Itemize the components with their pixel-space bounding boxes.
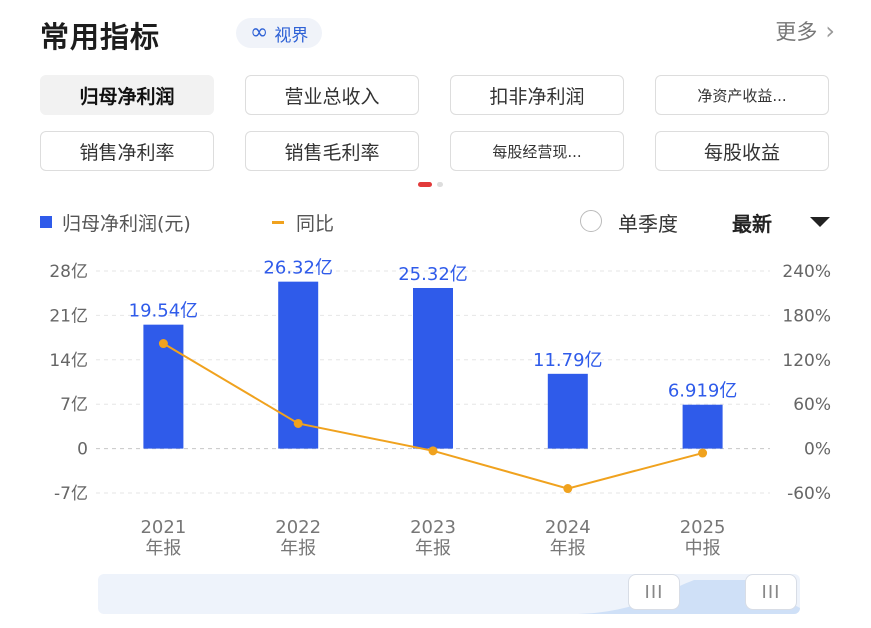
badge-label: 视界 — [274, 25, 309, 46]
latest-dropdown[interactable]: 最新 — [732, 212, 772, 236]
chevron-right-icon: › — [825, 17, 835, 45]
x-tick-year: 2024 — [545, 517, 591, 538]
right-tick-label: 0% — [804, 440, 831, 460]
page-dot — [437, 182, 443, 187]
yoy-point — [698, 448, 708, 458]
bar-value-label: 26.32亿 — [263, 258, 333, 279]
x-tick-year: 2022 — [275, 517, 321, 538]
tab-eps[interactable]: 每股收益 — [655, 131, 829, 171]
caret-down-icon[interactable] — [810, 217, 830, 227]
vision-badge[interactable]: ∞ 视界 — [236, 18, 323, 48]
yoy-point — [158, 339, 168, 349]
legend-bar-swatch — [40, 216, 52, 228]
x-tick-year: 2023 — [410, 517, 456, 538]
right-tick-label: -60% — [787, 484, 831, 504]
left-tick-label: -7亿 — [54, 484, 88, 504]
x-tick-period: 年报 — [415, 538, 451, 559]
bar-value-label: 25.32亿 — [398, 264, 468, 285]
x-tick-year: 2021 — [140, 517, 186, 538]
right-tick-label: 180% — [782, 306, 831, 326]
legend-line-label: 同比 — [296, 213, 335, 235]
chart-legend: 归母净利润(元) 同比 单季度 最新 — [40, 208, 835, 238]
right-tick-label: 60% — [793, 395, 831, 415]
section-title: 常用指标 — [40, 20, 161, 54]
right-tick-label: 240% — [782, 262, 831, 282]
more-label: 更多 — [775, 20, 818, 44]
yoy-point — [293, 418, 303, 428]
x-tick-year: 2025 — [680, 517, 726, 538]
bar — [682, 404, 723, 449]
left-tick-label: 21亿 — [49, 306, 88, 326]
bar — [413, 287, 453, 449]
slider-left-handle[interactable]: III — [628, 574, 680, 610]
range-slider-track[interactable] — [98, 574, 800, 614]
tab-net-profit[interactable]: 归母净利润 — [40, 75, 214, 115]
tab-deducted-net-profit[interactable]: 扣非净利润 — [450, 75, 624, 115]
single-quarter-radio[interactable] — [580, 210, 602, 232]
infinity-icon: ∞ — [250, 20, 269, 45]
left-tick-label: 7亿 — [60, 395, 88, 415]
tab-roe[interactable]: 净资产收益... — [655, 75, 829, 115]
single-quarter-label[interactable]: 单季度 — [618, 212, 678, 236]
x-tick-period: 中报 — [685, 538, 721, 559]
left-tick-label: 14亿 — [49, 351, 88, 371]
tab-operating-cashflow-per-share[interactable]: 每股经营现... — [450, 131, 624, 171]
x-tick-period: 年报 — [280, 538, 316, 559]
bar — [547, 373, 588, 449]
yoy-point — [563, 484, 573, 494]
x-tick-period: 年报 — [550, 538, 586, 559]
header: 常用指标 ∞ 视界 更多 › — [40, 14, 835, 54]
yoy-point — [428, 446, 438, 456]
tab-net-margin[interactable]: 销售净利率 — [40, 131, 214, 171]
net-profit-chart: 28亿 21亿 14亿 7亿 0 -7亿 240% 180% 120% 60% 0% -60% 19.5… — [49, 258, 831, 559]
x-tick-period: 年报 — [145, 538, 181, 559]
bar-value-label: 11.79亿 — [533, 350, 603, 371]
bar-value-label: 19.54亿 — [129, 301, 199, 322]
page-indicator — [418, 182, 443, 187]
tab-total-revenue[interactable]: 营业总收入 — [245, 75, 419, 115]
legend-bar-label: 归母净利润(元) — [62, 213, 191, 235]
legend-line-swatch — [272, 221, 284, 224]
bar-value-label: 6.919亿 — [668, 381, 738, 402]
slider-area-shape — [98, 580, 800, 614]
tab-gross-margin[interactable]: 销售毛利率 — [245, 131, 419, 171]
left-tick-label: 28亿 — [49, 262, 88, 282]
left-tick-label: 0 — [77, 440, 88, 460]
slider-right-handle[interactable]: III — [745, 574, 797, 610]
more-link[interactable]: 更多 › — [775, 16, 835, 46]
page-dot-active — [418, 182, 432, 187]
right-tick-label: 120% — [782, 351, 831, 371]
